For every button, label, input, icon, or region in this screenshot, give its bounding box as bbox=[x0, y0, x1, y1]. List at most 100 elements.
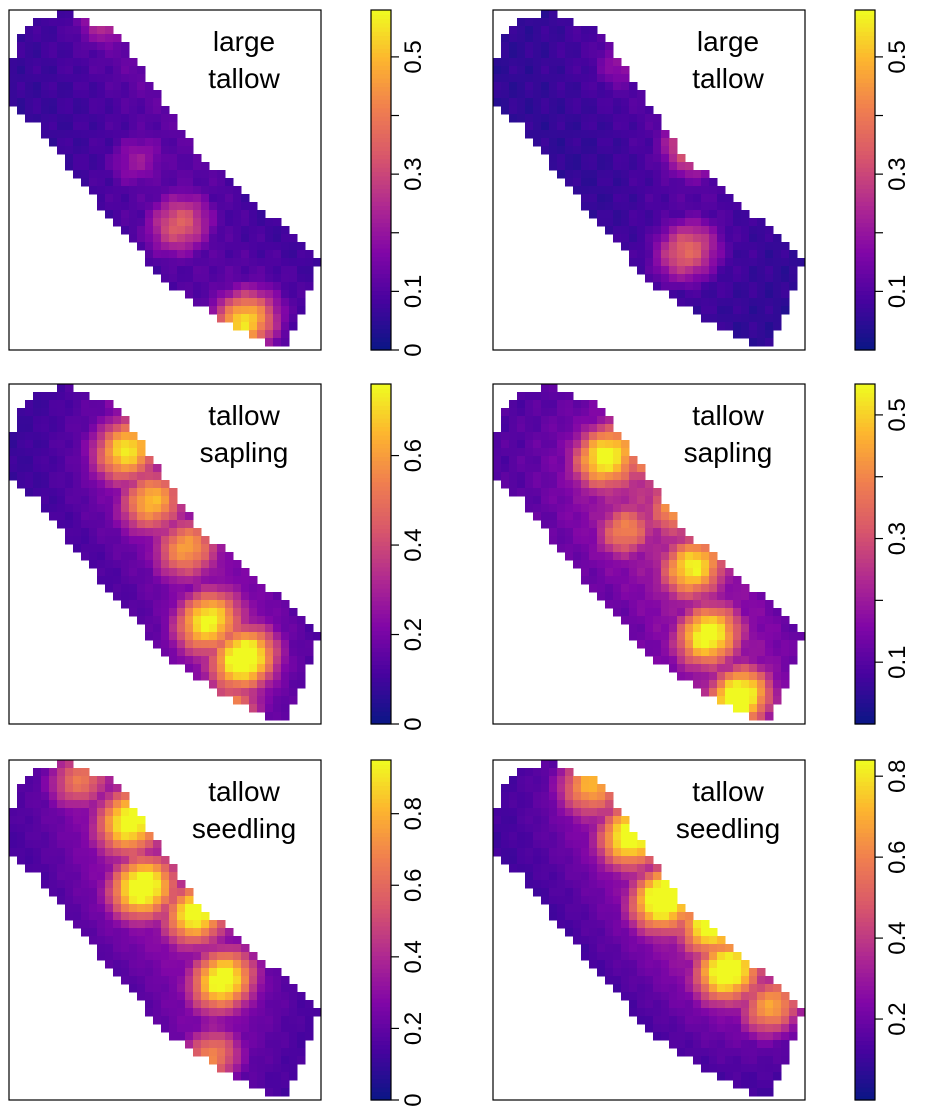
heat-cell bbox=[629, 952, 638, 961]
heat-cell bbox=[137, 456, 146, 465]
heat-cell bbox=[249, 688, 258, 697]
colorbar-step bbox=[371, 532, 391, 538]
colorbar-step bbox=[855, 764, 875, 770]
heat-cell bbox=[605, 178, 614, 187]
heat-cell bbox=[201, 984, 210, 993]
heat-cell bbox=[81, 408, 90, 417]
heat-cell bbox=[757, 992, 766, 1001]
heat-cell bbox=[637, 920, 646, 929]
heat-cell bbox=[645, 928, 654, 937]
heat-cell bbox=[137, 488, 146, 497]
heat-cell bbox=[129, 162, 138, 171]
heat-cell bbox=[781, 992, 790, 1001]
heat-cell bbox=[41, 130, 50, 139]
heat-cell bbox=[121, 904, 130, 913]
heat-cell bbox=[685, 210, 694, 219]
heat-cell bbox=[153, 218, 162, 227]
heat-cell bbox=[241, 202, 250, 211]
heat-cell bbox=[693, 1032, 702, 1041]
heat-cell bbox=[297, 250, 306, 259]
heat-cell bbox=[637, 544, 646, 553]
heat-cell bbox=[65, 496, 74, 505]
heat-cell bbox=[137, 832, 146, 841]
heat-cell bbox=[677, 648, 686, 657]
heat-cell bbox=[589, 880, 598, 889]
heat-cell bbox=[565, 456, 574, 465]
heat-cell bbox=[73, 808, 82, 817]
heat-cell bbox=[129, 448, 138, 457]
heat-cell bbox=[113, 448, 122, 457]
colorbar-step bbox=[855, 401, 875, 406]
heat-cell bbox=[161, 648, 170, 657]
heat-cell bbox=[661, 624, 670, 633]
heat-cell bbox=[613, 824, 622, 833]
heat-cell bbox=[257, 306, 266, 315]
colorbar-step bbox=[371, 107, 391, 113]
heat-cell bbox=[57, 34, 66, 43]
heat-cell bbox=[81, 856, 90, 865]
heat-cell bbox=[549, 122, 558, 131]
heat-cell bbox=[589, 432, 598, 441]
heat-cell bbox=[49, 130, 58, 139]
heat-cell bbox=[33, 832, 42, 841]
heat-cell bbox=[701, 298, 710, 307]
heat-cell bbox=[733, 226, 742, 235]
heat-cell bbox=[105, 34, 114, 43]
heat-cell bbox=[709, 672, 718, 681]
colorbar-step bbox=[371, 866, 391, 872]
heat-cell bbox=[661, 536, 670, 545]
heat-cell bbox=[525, 106, 534, 115]
heat-cell bbox=[89, 848, 98, 857]
heat-cell bbox=[145, 258, 154, 267]
heat-cell bbox=[217, 258, 226, 267]
colorbar-step bbox=[371, 985, 391, 991]
heat-cell bbox=[789, 274, 798, 283]
heat-cell bbox=[717, 194, 726, 203]
heat-cell bbox=[653, 872, 662, 881]
heat-cell bbox=[653, 194, 662, 203]
heat-cell bbox=[73, 34, 82, 43]
heat-cell bbox=[653, 250, 662, 259]
heat-cell bbox=[717, 968, 726, 977]
heat-cell bbox=[65, 154, 74, 163]
heat-cell bbox=[297, 616, 306, 625]
heat-cell bbox=[73, 816, 82, 825]
heat-cell bbox=[749, 1000, 758, 1009]
heat-cell bbox=[41, 480, 50, 489]
heat-cell bbox=[25, 432, 34, 441]
heat-cell bbox=[613, 976, 622, 985]
heat-cell bbox=[741, 234, 750, 243]
heat-cell bbox=[597, 552, 606, 561]
heat-cell bbox=[541, 816, 550, 825]
heat-cell bbox=[629, 82, 638, 91]
heat-cell bbox=[613, 904, 622, 913]
heat-cell bbox=[621, 122, 630, 131]
heat-cell bbox=[637, 130, 646, 139]
heat-cell bbox=[153, 856, 162, 865]
colorbar-step bbox=[855, 388, 875, 394]
heat-cell bbox=[105, 480, 114, 489]
heat-cell bbox=[613, 944, 622, 953]
heat-cell bbox=[533, 416, 542, 425]
heat-cell bbox=[289, 648, 298, 657]
heat-cell bbox=[645, 266, 654, 275]
heat-cell bbox=[573, 824, 582, 833]
heat-cell bbox=[773, 306, 782, 315]
heat-cell bbox=[249, 696, 258, 705]
heat-cell bbox=[249, 290, 258, 299]
heat-cell bbox=[605, 928, 614, 937]
heat-cell bbox=[637, 960, 646, 969]
heat-cell bbox=[765, 242, 774, 251]
heat-cell bbox=[57, 496, 66, 505]
heat-cell bbox=[217, 976, 226, 985]
colorbar-step bbox=[371, 955, 391, 961]
heat-cell bbox=[65, 114, 74, 123]
heat-cell bbox=[629, 90, 638, 99]
colorbar-step bbox=[371, 73, 391, 79]
heat-cell bbox=[265, 226, 274, 235]
heat-cell bbox=[621, 592, 630, 601]
heat-cell bbox=[177, 1000, 186, 1009]
heat-cell bbox=[757, 258, 766, 267]
heat-cell bbox=[113, 440, 122, 449]
heat-cell bbox=[81, 896, 90, 905]
